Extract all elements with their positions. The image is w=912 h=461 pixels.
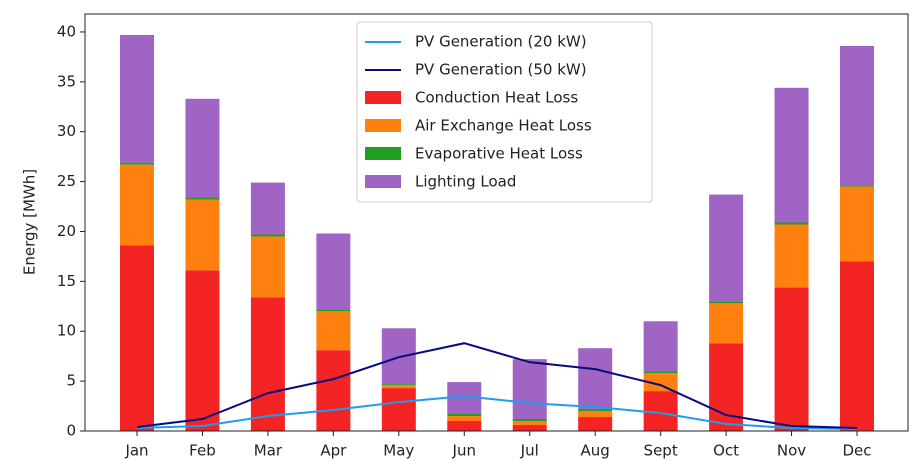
legend-label: Conduction Heat Loss — [415, 89, 578, 107]
legend-box — [356, 21, 653, 203]
legend-label: PV Generation (20 kW) — [415, 33, 587, 51]
bar-segment — [250, 234, 285, 237]
x-tick-label: Jul — [520, 442, 539, 460]
x-tick-label: May — [383, 442, 414, 460]
bar-segment — [185, 98, 220, 198]
x-tick-label: Sept — [644, 442, 678, 460]
legend-label: Air Exchange Heat Loss — [415, 117, 592, 135]
bar-segment — [512, 425, 547, 431]
x-tick-label: Dec — [842, 442, 871, 460]
x-tick-label: Nov — [777, 442, 806, 460]
legend-swatch — [365, 119, 401, 132]
y-tick-label: 25 — [57, 172, 76, 190]
bar-segment — [643, 321, 678, 372]
legend-label: Lighting Load — [415, 173, 516, 191]
bar-segment — [120, 162, 154, 165]
x-tick-label: Jun — [452, 442, 476, 460]
y-tick-label: 0 — [66, 422, 76, 440]
y-tick-label: 10 — [57, 322, 76, 340]
bar-segment — [316, 309, 351, 312]
bar-segment — [512, 419, 547, 422]
bar-segment — [381, 388, 416, 431]
bar-segment — [381, 384, 416, 386]
bar-segment — [185, 197, 220, 200]
bar-segment — [120, 164, 154, 246]
bar-segment — [447, 421, 482, 431]
legend-swatch — [365, 91, 401, 104]
bar-segment — [447, 414, 482, 417]
bar-segment — [381, 385, 416, 389]
plot-frame — [84, 13, 909, 432]
bar-segment — [512, 359, 547, 420]
bar-segment — [120, 245, 154, 431]
y-tick-label: 40 — [57, 22, 76, 40]
x-tick-label: Aug — [581, 442, 610, 460]
bar-segment — [709, 303, 744, 344]
y-tick-label: 20 — [57, 222, 76, 240]
bar-segment — [774, 222, 809, 225]
bar-segment — [578, 409, 613, 412]
bar-segment — [774, 224, 809, 288]
x-tick-label: Apr — [320, 442, 347, 460]
bar-segment — [774, 287, 809, 431]
bar-segment — [774, 87, 809, 223]
bar-segment — [840, 186, 874, 262]
x-tick-label: Mar — [254, 442, 283, 460]
line-series — [136, 342, 858, 430]
y-axis-label: Energy [MWh] — [21, 169, 39, 275]
x-tick-label: Feb — [189, 442, 216, 460]
x-tick-label: Jan — [124, 442, 148, 460]
bar-segment — [185, 270, 220, 431]
y-tick-label: 30 — [57, 122, 76, 140]
line-series — [136, 395, 858, 431]
y-tick-label: 15 — [57, 272, 76, 290]
bar-segment — [840, 261, 874, 431]
bar-segment — [709, 301, 744, 304]
bar-segment — [643, 371, 678, 374]
bar-segment — [250, 297, 285, 431]
bar-segment — [250, 236, 285, 298]
x-tick-label: Oct — [713, 442, 739, 460]
legend-swatch — [365, 175, 401, 188]
legend-swatch — [365, 147, 401, 160]
legend-label: Evaporative Heat Loss — [415, 145, 583, 163]
bar-segment — [578, 411, 613, 418]
bar-segment — [840, 45, 874, 186]
legend-label: PV Generation (50 kW) — [415, 61, 587, 79]
bar-segment — [447, 416, 482, 422]
bar-segment — [250, 182, 285, 235]
y-tick-label: 5 — [66, 372, 76, 390]
bar-segment — [512, 421, 547, 426]
bar-segment — [316, 350, 351, 431]
bar-segment — [316, 233, 351, 310]
bar-segment — [120, 34, 154, 163]
bar-segment — [840, 185, 874, 187]
y-tick-label: 35 — [57, 72, 76, 90]
bar-segment — [578, 417, 613, 431]
bar-segment — [185, 199, 220, 271]
bar-segment — [578, 348, 613, 410]
bar-segment — [643, 373, 678, 392]
bar-segment — [316, 311, 351, 351]
bar-segment — [709, 194, 744, 302]
